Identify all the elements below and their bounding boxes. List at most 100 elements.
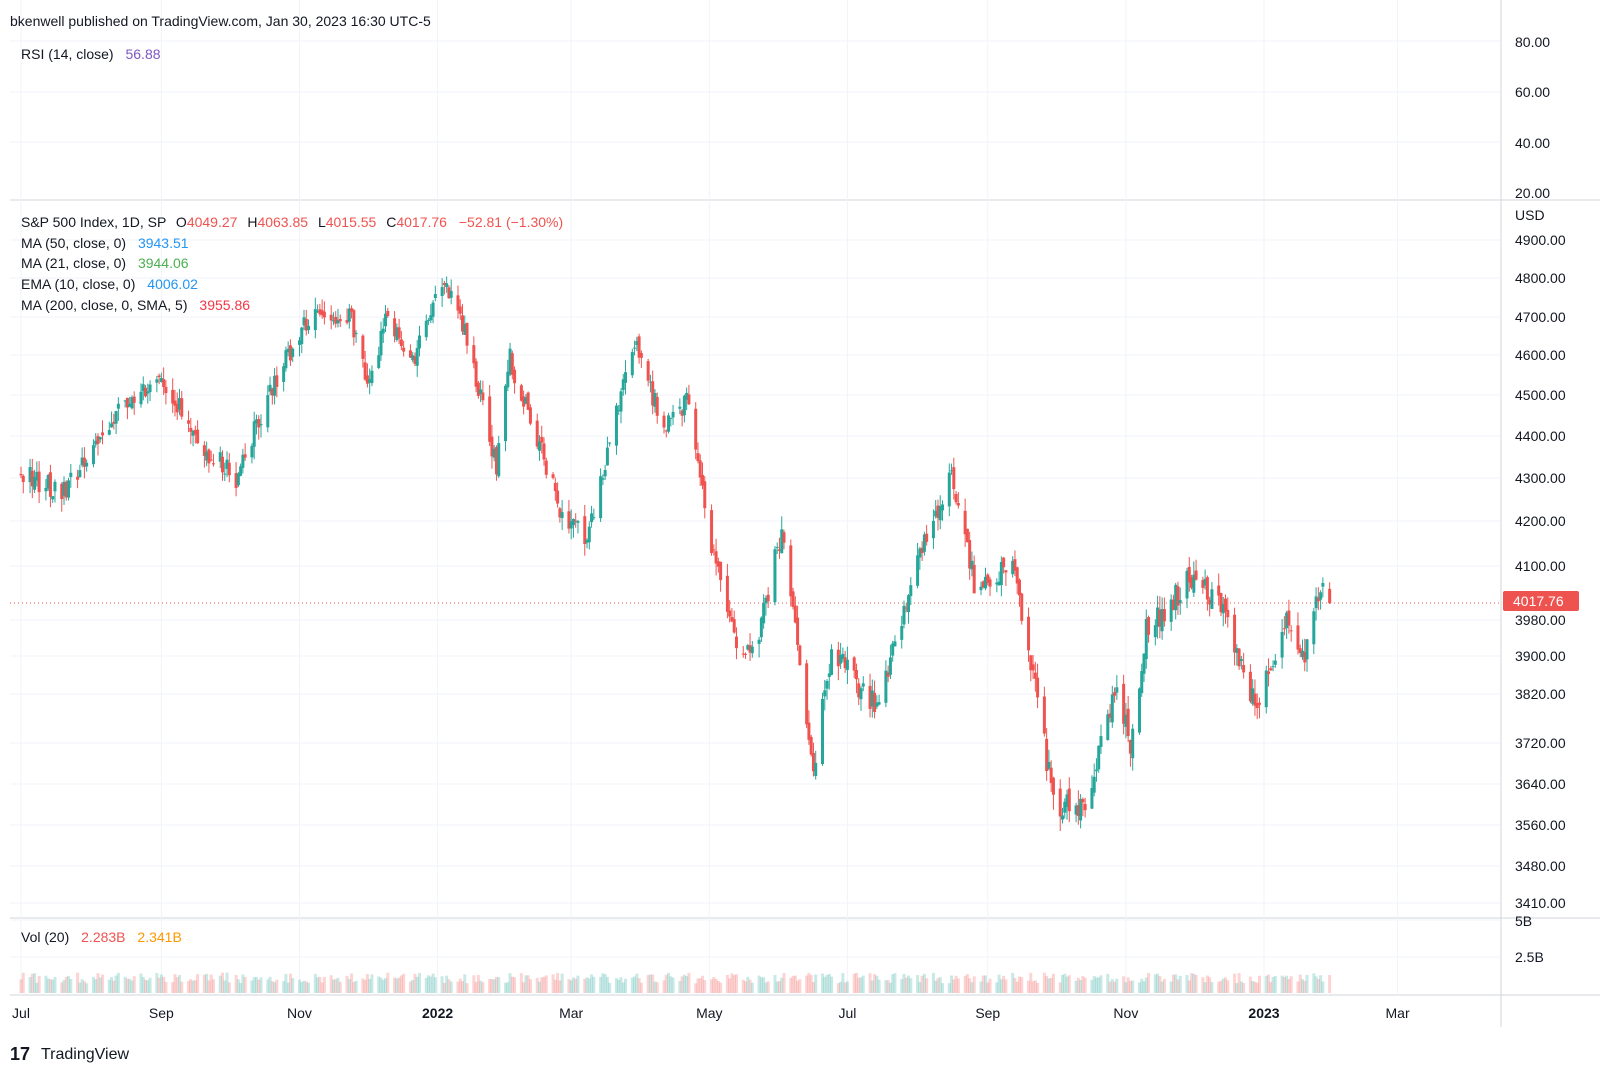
candle[interactable] (1271, 660, 1275, 672)
candle[interactable] (157, 373, 161, 385)
candle[interactable] (648, 374, 652, 393)
candle[interactable] (433, 285, 437, 302)
candle[interactable] (19, 466, 23, 479)
candle[interactable] (53, 479, 57, 503)
candle[interactable] (809, 734, 813, 757)
candle[interactable] (207, 448, 211, 473)
candle[interactable] (331, 312, 335, 326)
candle[interactable] (639, 350, 643, 368)
candle[interactable] (922, 531, 926, 556)
candle[interactable] (1051, 776, 1055, 810)
candle[interactable] (116, 397, 120, 421)
candle[interactable] (916, 542, 920, 589)
candle[interactable] (646, 358, 650, 387)
candle[interactable] (1208, 596, 1212, 617)
candle[interactable] (567, 499, 571, 534)
candle[interactable] (286, 341, 290, 357)
candle[interactable] (1257, 697, 1261, 719)
candle[interactable] (576, 519, 580, 534)
candle[interactable] (796, 605, 800, 651)
candle[interactable] (48, 464, 52, 508)
candle[interactable] (370, 365, 374, 387)
candle[interactable] (542, 437, 546, 466)
candle[interactable] (1063, 798, 1067, 819)
candle[interactable] (696, 442, 700, 464)
candle[interactable] (424, 314, 428, 341)
candle[interactable] (1015, 566, 1019, 595)
candle[interactable] (427, 318, 431, 325)
candle[interactable] (187, 410, 191, 433)
candle[interactable] (1192, 561, 1196, 597)
candle[interactable] (1169, 594, 1173, 631)
candle[interactable] (700, 462, 704, 490)
candle[interactable] (259, 414, 263, 438)
candle[interactable] (877, 694, 881, 706)
candle[interactable] (456, 285, 460, 319)
candle[interactable] (1328, 582, 1332, 605)
candle[interactable] (51, 495, 55, 503)
candle[interactable] (377, 346, 381, 370)
candle[interactable] (734, 627, 738, 660)
candle[interactable] (995, 578, 999, 593)
candle[interactable] (984, 567, 988, 591)
candle[interactable] (329, 305, 333, 330)
candle[interactable] (1036, 663, 1040, 709)
candle[interactable] (508, 342, 512, 377)
candle[interactable] (624, 360, 628, 395)
candle[interactable] (291, 347, 295, 362)
candle[interactable] (522, 390, 526, 415)
candle[interactable] (590, 505, 594, 528)
candle[interactable] (900, 615, 904, 649)
candle[interactable] (447, 285, 451, 299)
candle[interactable] (408, 344, 412, 358)
candle[interactable] (558, 506, 562, 523)
candle[interactable] (757, 636, 761, 658)
candle[interactable] (841, 647, 845, 663)
candle[interactable] (852, 656, 856, 679)
candle[interactable] (363, 350, 367, 382)
candle[interactable] (1042, 686, 1046, 737)
candle[interactable] (1158, 596, 1162, 639)
candle[interactable] (775, 542, 779, 554)
candle[interactable] (798, 644, 802, 666)
candle[interactable] (1124, 702, 1128, 739)
candle[interactable] (725, 563, 729, 619)
candle[interactable] (719, 561, 723, 592)
candle[interactable] (1047, 749, 1051, 771)
candle[interactable] (1081, 797, 1085, 817)
candle[interactable] (504, 384, 508, 452)
candle[interactable] (571, 518, 575, 538)
candle[interactable] (766, 587, 770, 608)
candle[interactable] (1185, 567, 1189, 609)
candle[interactable] (322, 301, 326, 325)
candle[interactable] (857, 678, 861, 706)
candle[interactable] (189, 417, 193, 445)
candle[interactable] (759, 616, 763, 643)
candle[interactable] (46, 473, 50, 491)
candle[interactable] (685, 387, 689, 411)
candle[interactable] (1140, 663, 1144, 697)
candle[interactable] (884, 660, 888, 708)
candle[interactable] (1017, 578, 1021, 607)
candle[interactable] (716, 557, 720, 573)
candle[interactable] (130, 395, 134, 410)
candle[interactable] (744, 652, 748, 659)
candle[interactable] (365, 363, 369, 388)
candle[interactable] (159, 372, 163, 383)
candle[interactable] (544, 457, 548, 479)
candle[interactable] (710, 504, 714, 556)
candle[interactable] (96, 433, 100, 456)
candle[interactable] (282, 362, 286, 392)
candle[interactable] (777, 537, 781, 559)
candle[interactable] (918, 546, 922, 570)
candle[interactable] (560, 499, 564, 530)
candle[interactable] (225, 451, 229, 478)
candle[interactable] (458, 299, 462, 320)
candle[interactable] (730, 608, 734, 623)
candle[interactable] (1162, 597, 1166, 627)
candle[interactable] (764, 595, 768, 616)
candle[interactable] (316, 304, 320, 314)
candle[interactable] (445, 276, 449, 293)
candle[interactable] (497, 435, 501, 479)
candle[interactable] (1131, 723, 1135, 771)
